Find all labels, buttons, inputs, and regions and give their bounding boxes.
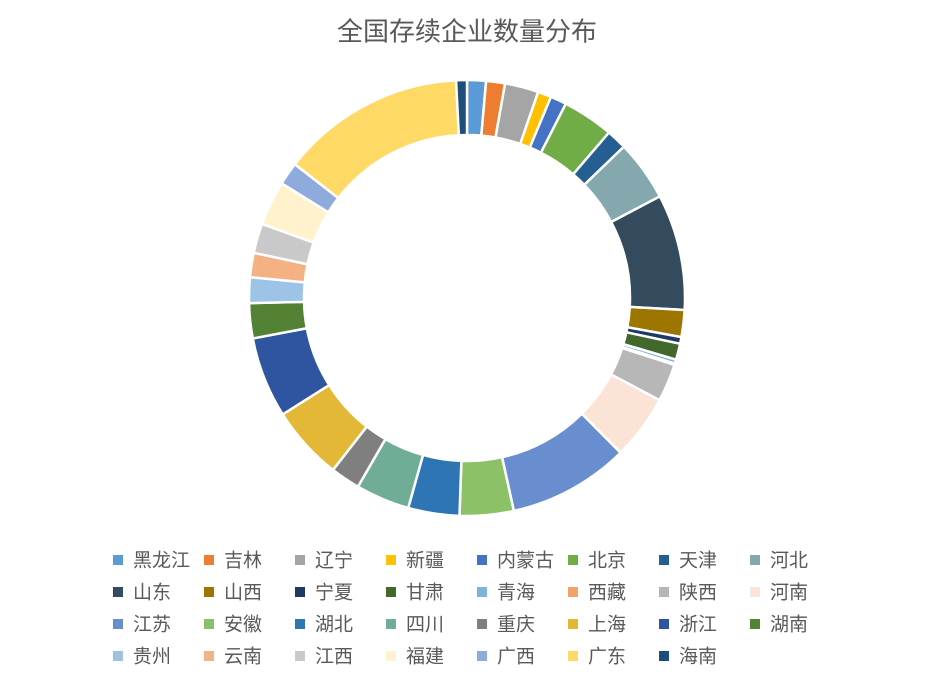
legend-swatch: [659, 555, 669, 565]
legend-swatch: [750, 555, 760, 565]
legend-swatch: [204, 587, 214, 597]
legend-label: 陕西: [679, 582, 717, 604]
legend-label: 内蒙古: [497, 550, 554, 572]
legend-swatch: [568, 651, 578, 661]
legend-swatch: [204, 619, 214, 629]
legend-swatch: [113, 651, 123, 661]
legend-label: 山西: [224, 582, 262, 604]
legend-swatch: [659, 587, 669, 597]
legend-swatch: [659, 651, 669, 661]
legend-label: 贵州: [133, 646, 171, 668]
legend-swatch: [113, 619, 123, 629]
legend-label: 青海: [497, 582, 535, 604]
legend-label: 四川: [406, 614, 444, 636]
legend-swatch: [386, 587, 396, 597]
legend-swatch: [295, 587, 305, 597]
legend-swatch: [204, 555, 214, 565]
legend-label: 上海: [588, 614, 626, 636]
legend-label: 海南: [679, 646, 717, 668]
legend-swatch: [568, 555, 578, 565]
legend-swatch: [295, 555, 305, 565]
legend-label: 广东: [588, 646, 626, 668]
legend-label: 福建: [406, 646, 444, 668]
legend-label: 湖南: [770, 614, 808, 636]
legend-swatch: [568, 587, 578, 597]
legend-label: 黑龙江: [133, 550, 190, 572]
legend-swatch: [477, 555, 487, 565]
legend-swatch: [295, 651, 305, 661]
legend-label: 江苏: [133, 614, 171, 636]
legend-swatch: [568, 619, 578, 629]
legend-label: 新疆: [406, 550, 444, 572]
legend-swatch: [113, 587, 123, 597]
legend-label: 西藏: [588, 582, 626, 604]
legend-label: 甘肃: [406, 582, 444, 604]
legend-swatch: [386, 619, 396, 629]
legend-label: 广西: [497, 646, 535, 668]
legend-swatch: [113, 555, 123, 565]
legend-label: 河北: [770, 550, 808, 572]
legend-label: 重庆: [497, 614, 535, 636]
legend-label: 云南: [224, 646, 262, 668]
legend-swatch: [204, 651, 214, 661]
chart-title: 全国存续企业数量分布: [337, 18, 597, 48]
legend-swatch: [477, 619, 487, 629]
legend-label: 浙江: [679, 614, 717, 636]
legend-label: 北京: [588, 550, 626, 572]
legend-swatch: [295, 619, 305, 629]
legend-label: 安徽: [224, 614, 262, 636]
legend-swatch: [477, 587, 487, 597]
legend-label: 辽宁: [315, 550, 353, 572]
legend-swatch: [750, 619, 760, 629]
legend-label: 宁夏: [315, 582, 353, 604]
legend-label: 山东: [133, 582, 171, 604]
legend-label: 湖北: [315, 614, 353, 636]
donut-slice: [454, 78, 469, 137]
legend-swatch: [386, 651, 396, 661]
legend-label: 吉林: [224, 550, 262, 572]
legend-label: 天津: [679, 550, 717, 572]
legend-swatch: [477, 651, 487, 661]
legend-label: 江西: [315, 646, 353, 668]
legend-swatch: [750, 587, 760, 597]
legend-swatch: [659, 619, 669, 629]
legend-swatch: [386, 555, 396, 565]
legend-label: 河南: [770, 582, 808, 604]
